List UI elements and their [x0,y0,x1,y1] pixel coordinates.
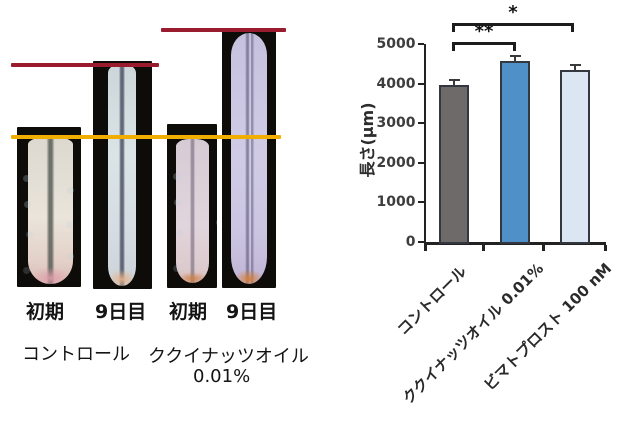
significance-label-0: ** [474,21,494,42]
significance-label-1: * [508,2,518,23]
photo-control-initial [17,127,81,287]
photo-treatment-day9 [222,30,276,288]
group-label-treatment: ククイナッツオイル [148,346,309,367]
hair-follicle-image [108,64,137,286]
hair-follicle-image [27,137,73,284]
bar-0 [439,84,469,244]
group-label-control: コントロール [22,344,130,365]
day9-length-marker-line-treatment [161,28,286,32]
y-axis-line [423,44,426,245]
y-axis-tick-label: 4000 [376,75,416,92]
hair-follicle-image [230,32,268,285]
y-axis-tick-label: 1000 [376,194,416,211]
bar-1 [500,61,530,244]
y-axis-tick [417,122,424,125]
time-label-day9-2: 9日目 [226,301,278,323]
y-axis-tick [417,82,424,85]
x-axis-tick [424,245,427,251]
photo-treatment-initial [167,124,217,288]
photo-control-day9 [93,61,152,289]
error-bar-1 [514,56,516,62]
significance-bracket-0 [452,42,516,51]
error-bar-cap-1 [509,55,521,58]
y-axis-tick [417,43,424,45]
x-axis-tick [604,245,607,251]
y-axis-tick [417,161,424,164]
error-bar-2 [574,64,576,71]
y-axis-tick-label: 3000 [376,115,416,132]
error-bar-0 [453,79,455,85]
hair-follicle-image [175,138,209,284]
time-label-day9-1: 9日目 [95,301,147,323]
x-axis-tick [482,245,485,251]
time-label-initial-2: 初期 [169,301,208,323]
time-label-initial-1: 初期 [26,301,65,323]
error-bar-cap-0 [448,78,460,81]
significance-bracket-1 [452,23,574,32]
x-axis-tick [542,245,545,251]
group-label-treatment-concentration: 0.01% [193,366,251,387]
error-bar-cap-2 [569,63,581,66]
y-axis-tick [417,201,424,204]
initial-length-marker-line [11,135,281,139]
y-axis-tick-label: 0 [405,234,416,250]
y-axis-tick-label: 2000 [376,154,416,171]
y-axis-tick [417,241,424,243]
bar-2 [560,70,590,244]
y-axis-tick-label: 5000 [376,36,416,52]
day9-length-marker-line-control [11,63,159,67]
